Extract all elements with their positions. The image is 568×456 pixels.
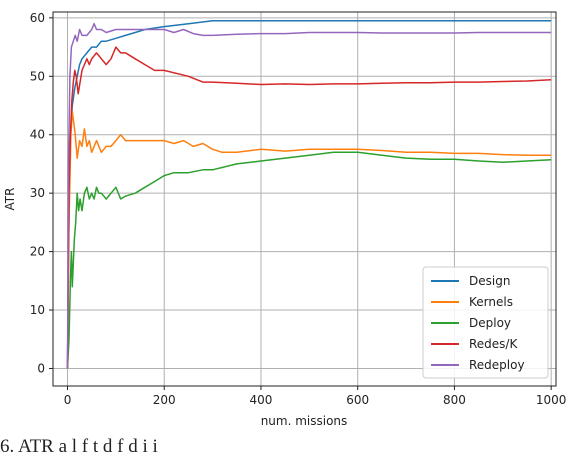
y-tick-label: 50 — [30, 69, 45, 83]
figure-caption: 6. ATR a l f t d f d i i — [0, 436, 158, 456]
atr-line-chart: 0 200 400 600 800 1000 0 10 20 30 40 50 60 num. miss… — [3, 11, 567, 428]
y-tick-label: 60 — [30, 11, 45, 25]
legend-label-kernels: Kernels — [469, 295, 513, 309]
y-tick-label: 0 — [37, 361, 45, 375]
x-axis-label: num. missions — [261, 414, 348, 428]
grid-lines — [53, 12, 556, 386]
legend-label-redeploy: Redeploy — [469, 358, 525, 372]
series-line-design — [66, 20, 552, 369]
series-line-kernels — [66, 110, 552, 369]
legend: Design Kernels Deploy Redes/K Redeploy — [422, 266, 549, 379]
series-line-deploy — [66, 151, 552, 369]
legend-box — [422, 266, 549, 379]
legend-label-deploy: Deploy — [469, 316, 511, 330]
y-tick-label: 40 — [30, 128, 45, 142]
x-tick-label: 600 — [346, 393, 369, 407]
y-axis-label: ATR — [3, 188, 17, 211]
x-tick-label: 800 — [443, 393, 466, 407]
x-tick-label: 1000 — [536, 393, 567, 407]
y-tick-label: 20 — [30, 245, 45, 259]
legend-label-design: Design — [469, 274, 510, 288]
y-tick-label: 10 — [30, 303, 45, 317]
x-tick-label: 200 — [153, 393, 176, 407]
plot-frame — [52, 11, 557, 387]
x-tick-label: 0 — [64, 393, 72, 407]
series-line-redeploy — [66, 22, 552, 369]
series-lines — [66, 20, 552, 369]
x-tick-label: 400 — [250, 393, 273, 407]
legend-label-redes-k: Redes/K — [469, 337, 518, 351]
axis-ticks: 0 200 400 600 800 1000 0 10 20 30 40 50 60 — [30, 11, 567, 407]
y-tick-label: 30 — [30, 186, 45, 200]
series-line-redes-k — [66, 46, 552, 369]
